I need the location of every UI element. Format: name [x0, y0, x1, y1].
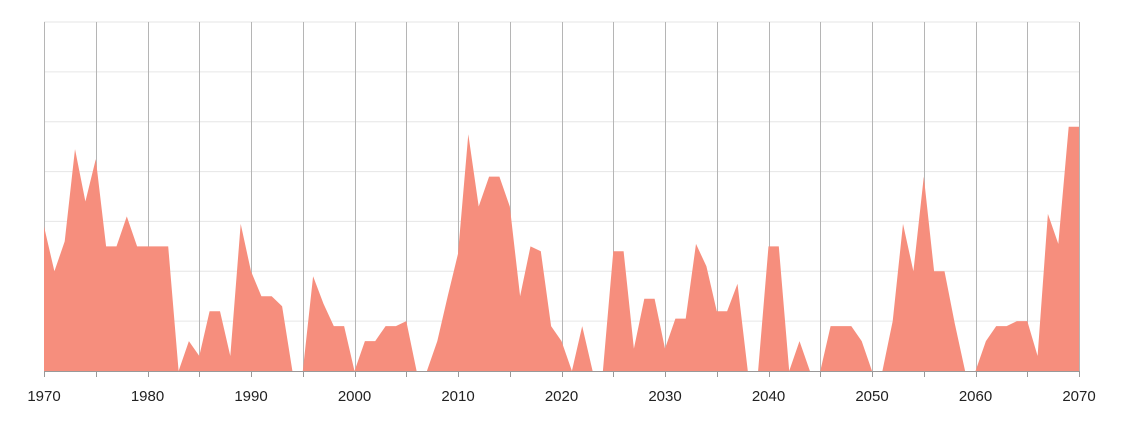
x-tick-label: 2000 [338, 388, 371, 405]
x-tick-label: 2020 [545, 388, 578, 405]
area-series [44, 126, 1079, 371]
horizontal-gridlines [44, 21, 1079, 322]
x-tick-label: 2030 [648, 388, 681, 405]
x-tick-label: 2070 [1062, 388, 1095, 405]
x-tick-label: 2040 [752, 388, 785, 405]
x-axis-ticks: 1970 1980 1990 2000 2010 2020 2030 2040 2050 2060… [27, 371, 1096, 405]
x-tick-label: 2060 [959, 388, 992, 405]
x-tick-label: 1990 [234, 388, 267, 405]
x-tick-label: 1970 [27, 388, 60, 405]
x-tick-label: 1980 [131, 388, 164, 405]
x-tick-label: 2010 [441, 388, 474, 405]
x-tick-label: 2050 [855, 388, 888, 405]
